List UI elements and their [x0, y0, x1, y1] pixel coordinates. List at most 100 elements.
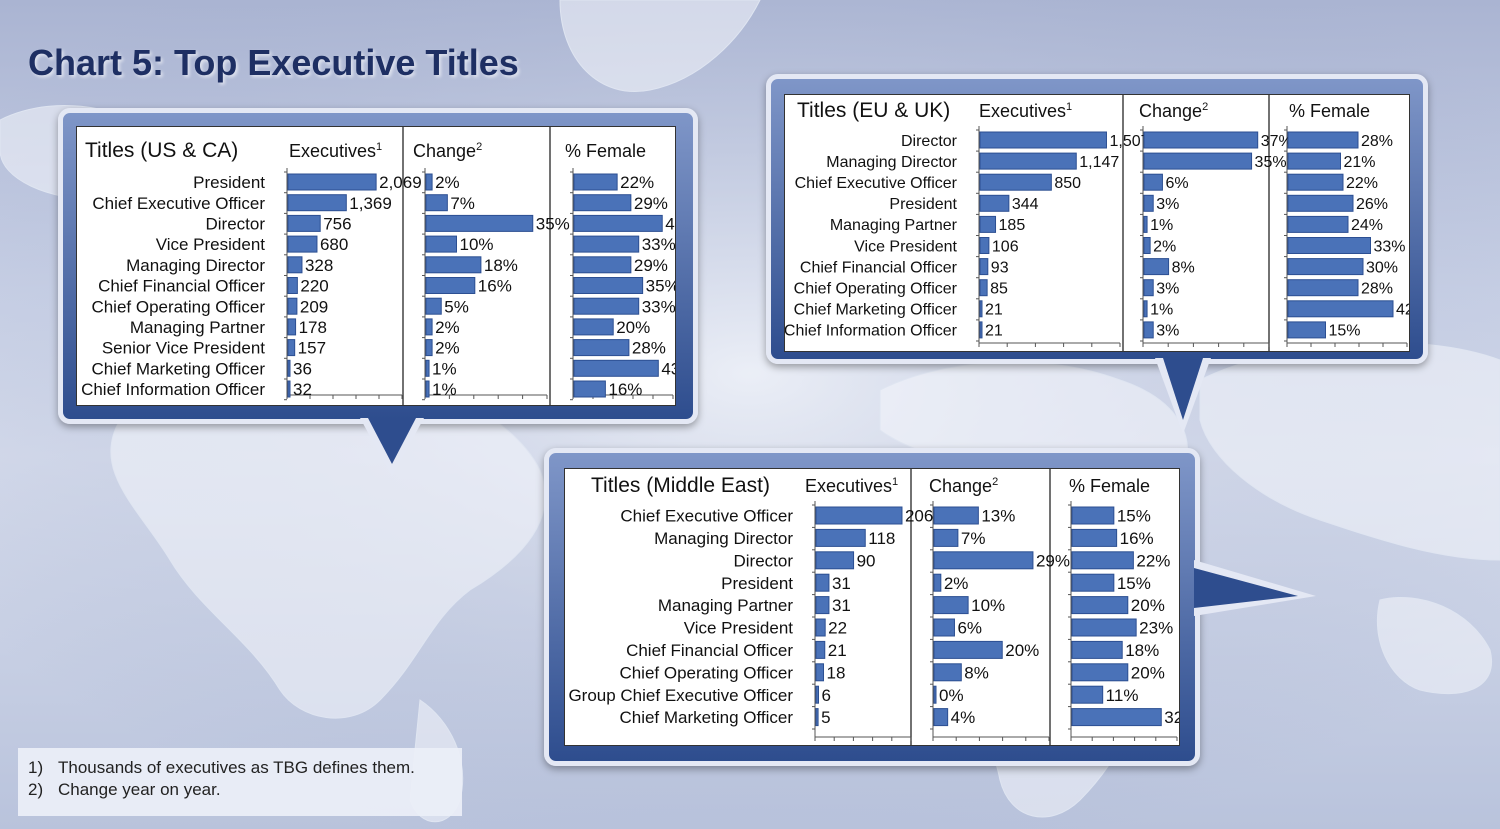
- bar: [573, 359, 659, 377]
- bar: [1143, 131, 1259, 149]
- region-card-middle-east: Titles (Middle East) Executives1 Change2 % …: [544, 448, 1200, 766]
- footnote: 1) Thousands of executives as TBG define…: [28, 757, 452, 779]
- bar: [425, 297, 442, 315]
- data-label: 6%: [957, 619, 982, 638]
- category-label: Managing Director: [654, 529, 793, 548]
- data-label: 185: [999, 217, 1026, 234]
- bar: [933, 618, 955, 637]
- column-header-label: Change: [413, 141, 476, 161]
- data-label: 13%: [981, 507, 1015, 526]
- column-header: Change2: [413, 141, 482, 161]
- column-header-label: % Female: [565, 141, 646, 161]
- data-label: 26%: [1356, 196, 1388, 213]
- category-label: Managing Partner: [658, 596, 793, 615]
- bar: [425, 256, 482, 274]
- bar: [287, 339, 296, 357]
- bar: [425, 214, 534, 232]
- data-label: 15%: [1117, 507, 1151, 526]
- bar: [979, 237, 990, 254]
- bar: [1071, 596, 1129, 615]
- category-label: Chief Executive Officer: [620, 507, 793, 526]
- bar: [1287, 131, 1359, 149]
- bar: [1287, 321, 1326, 339]
- bar: [1287, 152, 1341, 170]
- data-label: 22%: [1136, 551, 1170, 570]
- bar: [425, 380, 430, 398]
- bar: [425, 318, 433, 336]
- bar: [1071, 573, 1115, 592]
- chart-us-ca: Titles (US & CA) Executives1 Change2 % Fema…: [81, 127, 675, 405]
- bar: [815, 596, 830, 615]
- data-label: 28%: [632, 339, 666, 358]
- data-label: 90: [857, 551, 876, 570]
- category-label: President: [721, 574, 793, 593]
- bar: [815, 708, 819, 727]
- bar: [933, 596, 969, 615]
- category-label: President: [193, 173, 265, 192]
- data-label: 7%: [961, 529, 986, 548]
- bar: [425, 359, 430, 377]
- data-label: 2%: [944, 574, 969, 593]
- data-label: 32: [293, 380, 312, 399]
- data-label: 18%: [1125, 641, 1159, 660]
- category-label: Chief Operating Officer: [91, 297, 265, 316]
- data-label: 680: [320, 235, 348, 254]
- data-label: 1%: [432, 380, 457, 399]
- bar: [979, 279, 988, 297]
- data-label: 18: [827, 663, 846, 682]
- category-label: Director: [901, 133, 958, 150]
- data-label: 3%: [1156, 280, 1179, 297]
- data-label: 33%: [1374, 238, 1406, 255]
- region-title: Titles (Middle East): [591, 474, 770, 497]
- bar: [815, 573, 830, 592]
- data-label: 16%: [608, 380, 642, 399]
- bar: [287, 194, 347, 212]
- data-label: 328: [305, 256, 333, 275]
- bar: [1287, 173, 1344, 191]
- data-label: 1%: [1150, 302, 1173, 319]
- data-label: 1%: [432, 359, 457, 378]
- bar: [933, 708, 949, 727]
- data-label: 93: [991, 259, 1009, 276]
- category-label: Chief Executive Officer: [795, 175, 958, 192]
- bar: [979, 194, 1010, 212]
- bar: [287, 214, 321, 232]
- column-header-label: Executives: [979, 101, 1066, 121]
- data-label: 1,507: [1109, 133, 1149, 150]
- data-label: 37%: [1261, 133, 1293, 150]
- bar: [815, 640, 826, 659]
- data-label: 2%: [435, 318, 460, 337]
- data-label: 11%: [1106, 686, 1139, 705]
- callout-pointer-eu-uk: [1155, 358, 1211, 434]
- data-label: 29%: [634, 194, 668, 213]
- data-label: 43%: [661, 359, 675, 378]
- data-label: 16%: [478, 277, 512, 296]
- bar: [933, 640, 1003, 659]
- data-label: 23%: [1139, 619, 1173, 638]
- bar: [573, 173, 618, 191]
- footnotes: 1) Thousands of executives as TBG define…: [18, 748, 462, 816]
- data-label: 33%: [642, 297, 675, 316]
- category-label: Chief Financial Officer: [800, 259, 958, 276]
- bar: [933, 506, 979, 525]
- data-label: 15%: [1329, 323, 1361, 340]
- data-label: 35%: [1255, 154, 1287, 171]
- column-header-label: % Female: [1069, 476, 1150, 496]
- column-header: Executives1: [979, 101, 1072, 121]
- data-label: 16%: [1120, 529, 1154, 548]
- chart-panel: Titles (US & CA) Executives1 Change2 % Fema…: [76, 126, 676, 406]
- bar: [815, 663, 825, 682]
- data-label: 178: [299, 318, 327, 337]
- bar: [287, 297, 298, 315]
- footnote-marker: 2: [476, 141, 482, 153]
- data-label: 21: [828, 641, 847, 660]
- category-label: Chief Information Officer: [81, 380, 265, 399]
- footnote-marker: 1: [892, 476, 898, 488]
- bar: [287, 256, 303, 274]
- footnote-marker: 1: [376, 141, 382, 153]
- bar: [573, 277, 644, 294]
- category-label: Vice President: [684, 619, 794, 638]
- bar: [933, 573, 942, 592]
- bar: [815, 528, 866, 547]
- bar: [573, 297, 640, 315]
